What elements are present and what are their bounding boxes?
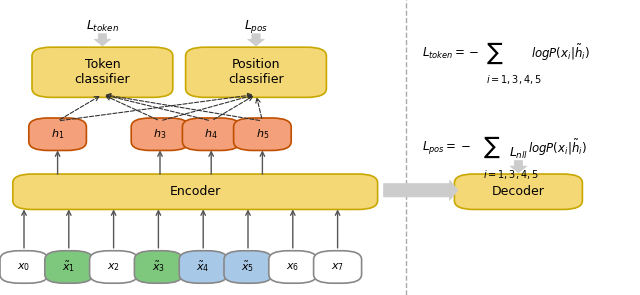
Text: Encoder: Encoder [170,185,221,198]
Text: $x_0$: $x_0$ [17,261,31,273]
FancyBboxPatch shape [13,174,378,209]
FancyBboxPatch shape [90,251,138,283]
Text: $h_3$: $h_3$ [154,127,166,141]
Text: $\tilde{x}_4$: $\tilde{x}_4$ [196,260,210,274]
FancyBboxPatch shape [186,47,326,97]
Text: $L_{pos} = -$: $L_{pos} = -$ [422,139,471,156]
Text: $h_5$: $h_5$ [256,127,269,141]
Text: $L_{token} = -$: $L_{token} = -$ [422,45,480,61]
FancyBboxPatch shape [314,251,362,283]
Text: $h_4$: $h_4$ [204,127,218,141]
Text: $\tilde{x}_5$: $\tilde{x}_5$ [241,260,255,274]
Text: $logP(x_i|\tilde{h}_i)$: $logP(x_i|\tilde{h}_i)$ [531,43,590,63]
Text: Token
classifier: Token classifier [75,58,130,86]
Text: $i=1,3,4,5$: $i=1,3,4,5$ [483,168,539,181]
Text: $L_{pos}$: $L_{pos}$ [244,18,268,35]
FancyBboxPatch shape [454,174,582,209]
Text: $L_{token}$: $L_{token}$ [86,19,119,34]
Text: $x_6$: $x_6$ [286,261,300,273]
FancyBboxPatch shape [182,118,240,150]
FancyBboxPatch shape [224,251,272,283]
Text: $\tilde{x}_3$: $\tilde{x}_3$ [152,260,165,274]
Text: $\tilde{x}_1$: $\tilde{x}_1$ [62,260,76,274]
Text: $h_1$: $h_1$ [51,127,64,141]
FancyBboxPatch shape [234,118,291,150]
Text: Position
classifier: Position classifier [228,58,284,86]
FancyBboxPatch shape [29,118,86,150]
Text: $x_7$: $x_7$ [331,261,344,273]
Text: Decoder: Decoder [492,185,545,198]
Text: $i=1,3,4,5$: $i=1,3,4,5$ [486,73,542,86]
FancyBboxPatch shape [131,118,189,150]
FancyBboxPatch shape [32,47,173,97]
Text: $\sum$: $\sum$ [486,40,504,66]
Text: $\sum$: $\sum$ [483,135,500,160]
Text: $x_2$: $x_2$ [107,261,120,273]
FancyBboxPatch shape [134,251,182,283]
FancyBboxPatch shape [269,251,317,283]
FancyBboxPatch shape [45,251,93,283]
FancyBboxPatch shape [179,251,227,283]
Text: $L_{nll}$: $L_{nll}$ [509,146,528,161]
Text: $logP(x_i|\tilde{h}_i)$: $logP(x_i|\tilde{h}_i)$ [528,137,587,158]
FancyBboxPatch shape [0,251,48,283]
